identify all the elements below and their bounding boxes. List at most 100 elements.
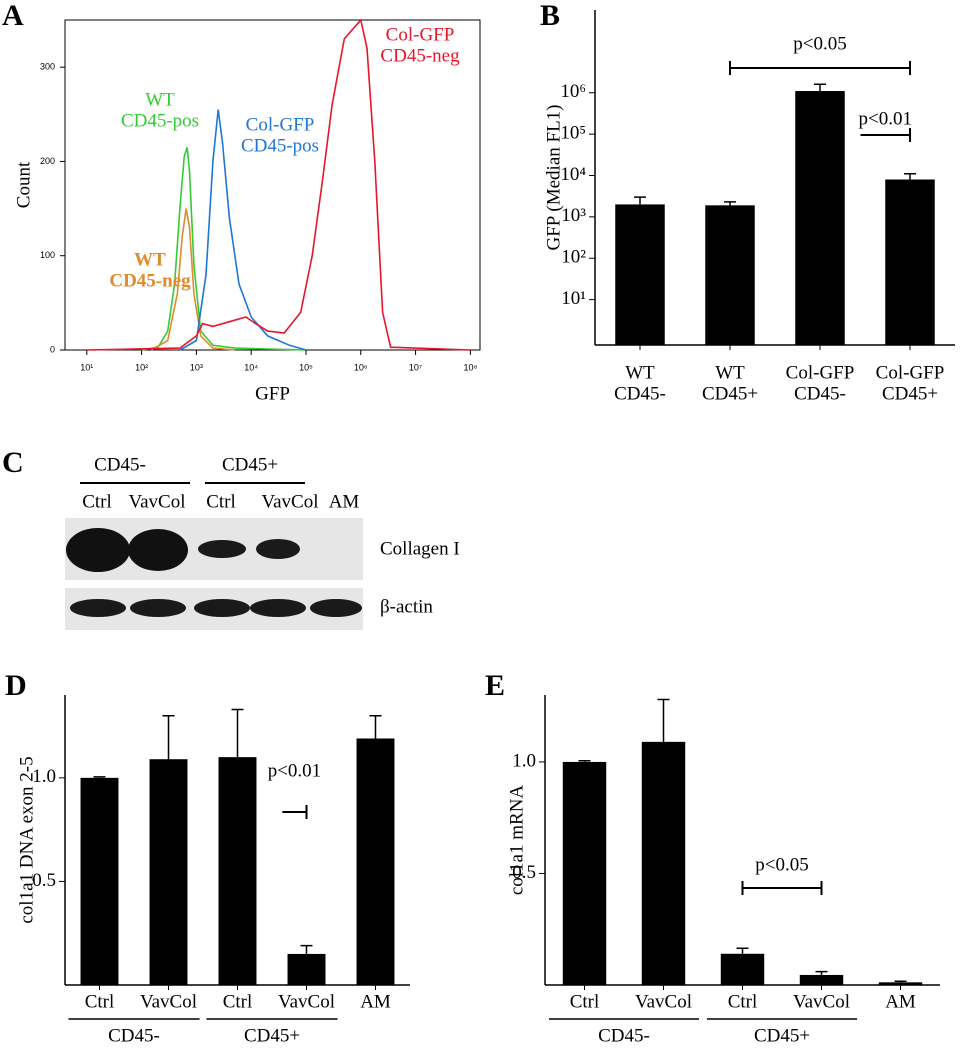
y-tick-label: 10¹ [561,288,586,309]
band [128,529,188,571]
error-bar [815,970,828,975]
bar [799,974,844,985]
x-tick-label: AM [360,991,391,1012]
bar [287,953,326,985]
series-label: Col-GFP CD45-pos [241,115,319,157]
band [66,528,130,572]
group-label: CD45- [598,1025,650,1046]
group-label: CD45+ [244,1025,300,1046]
error-bar [231,708,244,758]
y-axis-label: Count [13,161,34,208]
x-tick-label: Ctrl [728,991,758,1012]
x-tick-label: 10⁷ [409,362,422,372]
group-label: CD45+ [754,1025,810,1046]
bar [562,761,607,985]
bar [218,757,257,985]
y-axis-label: GFP (Median FL1) [543,104,564,250]
x-tick-label: Col-GFP CD45+ [876,363,945,405]
row-label: β-actin [380,596,433,617]
y-tick-label: 100 [40,250,55,260]
error-bar [578,760,591,762]
error-bar [657,698,670,742]
panel-letter: C [2,446,24,479]
error-bar [814,83,826,92]
blot-panel: C CD45- CD45+ Ctrl VavCol Ctrl VavCol AM… [2,446,460,630]
error-bar [634,196,646,205]
x-axis-label: GFP [255,383,290,404]
x-tick-label: 10⁴ [244,362,258,372]
x-tick-label: VavCol [278,991,335,1012]
y-axis-label: col1a1 mRNA [506,785,527,896]
y-tick-label: 300 [40,62,55,72]
error-bar [162,714,175,760]
x-tick-label: 10¹ [80,362,93,372]
bar [705,205,755,345]
bar [878,982,923,985]
bar [80,777,119,985]
y-tick-label: 10⁶ [560,81,586,102]
y-tick-label: 0.5 [32,870,56,891]
band [250,599,306,617]
bar [615,204,665,345]
error-bar [93,776,106,778]
x-tick-label: VavCol [635,991,692,1012]
panel-letter: B [540,0,560,32]
y-tick-label: 10³ [561,205,586,226]
x-tick-label: 10³ [190,362,203,372]
y-tick-label: 1.0 [32,766,56,787]
x-tick-label: Ctrl [570,991,600,1012]
x-tick-label: Ctrl [85,991,115,1012]
x-tick-label: WT CD45+ [702,363,758,405]
error-bar [724,201,736,206]
significance-bracket [282,805,308,819]
bar [149,759,188,985]
error-bar [369,714,382,739]
plot-frame [64,19,481,351]
bar [356,738,395,985]
series-line [179,109,307,351]
group-label: CD45- [94,454,146,475]
y-tick-label: 200 [40,156,55,166]
lane-label: VavCol [262,491,319,512]
error-bar [736,947,749,954]
x-tick-label: WT CD45- [614,363,666,405]
series-label: WT CD45-neg [109,250,191,292]
significance-bracket [741,881,823,895]
panel-letter: E [485,669,505,702]
x-tick-label: AM [885,991,916,1012]
y-tick-label: 0 [50,344,55,354]
x-tick-label: VavCol [140,991,197,1012]
series-line [150,208,235,351]
series-label: WT CD45-pos [121,90,199,132]
bar [641,741,686,985]
row-label: Collagen I [380,538,460,559]
band [130,599,186,617]
x-tick-label: VavCol [793,991,850,1012]
error-bar [300,944,313,954]
y-tick-label: 0.5 [512,862,536,883]
y-tick-label: 10⁵ [560,122,586,143]
annotation: p<0.05 [793,33,846,54]
y-tick-label: 1.0 [512,750,536,771]
y-tick-label: 10⁴ [560,164,586,185]
lane-label: Ctrl [206,491,236,512]
bar [720,953,765,985]
x-tick-label: 10⁵ [299,362,313,372]
band [70,599,126,617]
x-tick-label: 10² [135,362,148,372]
band [194,599,250,617]
band [310,599,362,617]
series-line [86,18,471,351]
x-tick-label: 10⁶ [354,362,368,372]
lane-label: AM [329,491,360,512]
bar [885,179,935,345]
series-line [141,147,307,351]
annotation: p<0.01 [859,108,912,129]
x-tick-label: Col-GFP CD45- [786,363,855,405]
y-axis-label: col1a1 DNA exon 2-5 [16,756,37,923]
annotation: p<0.01 [268,760,321,781]
group-label: CD45- [108,1025,160,1046]
error-bar [894,980,907,983]
series-label: Col-GFP CD45-neg [380,25,460,67]
